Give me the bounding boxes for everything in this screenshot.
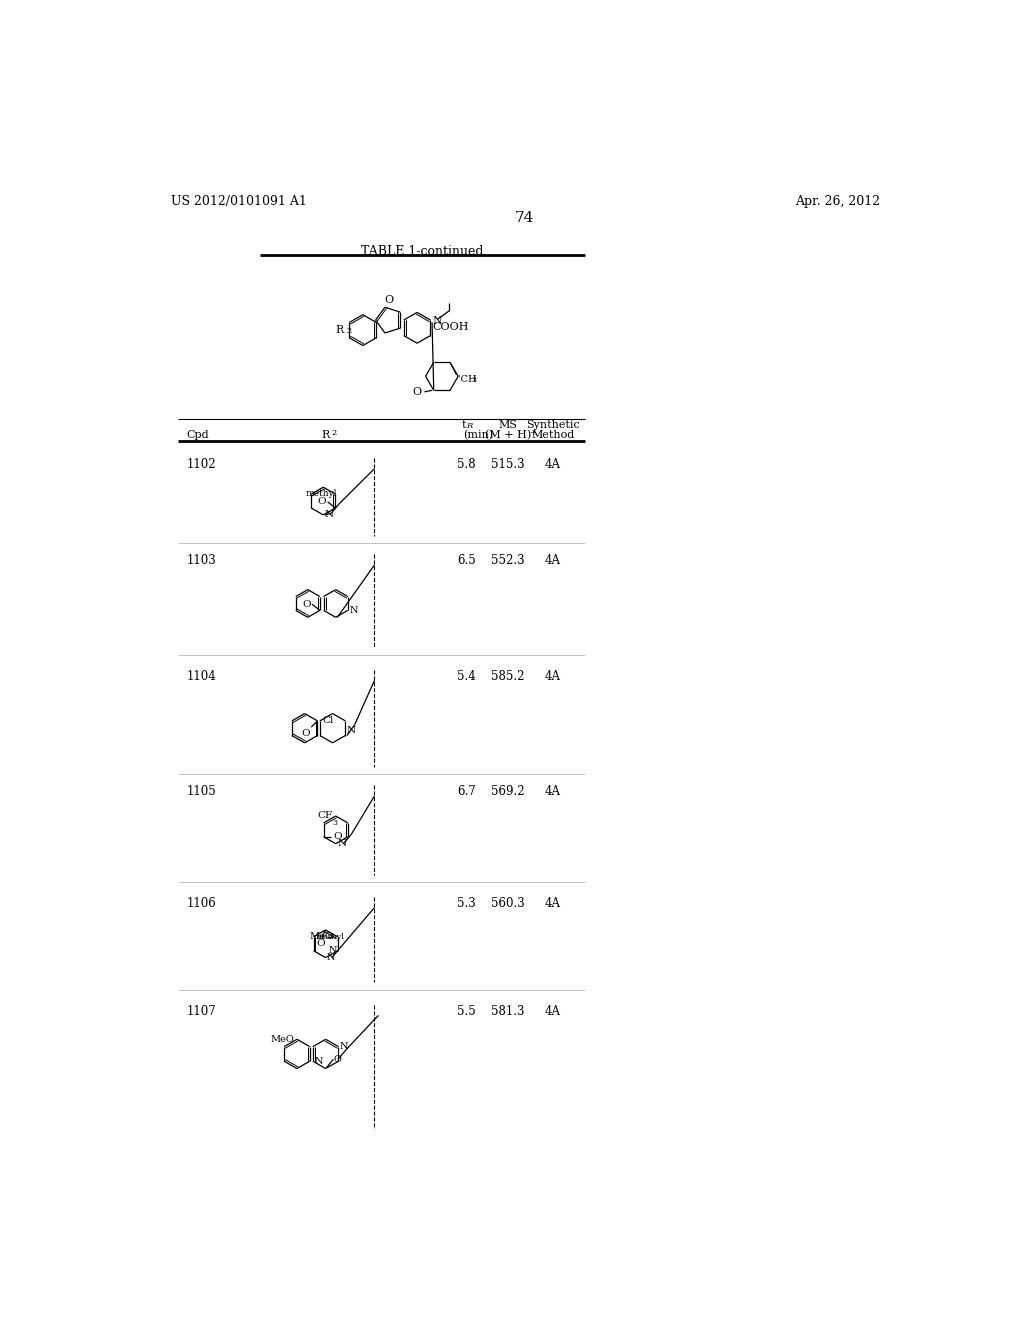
Text: 4A: 4A: [545, 896, 561, 909]
Text: 4A: 4A: [545, 1005, 561, 1018]
Text: Synthetic: Synthetic: [526, 420, 580, 430]
Text: N: N: [346, 726, 355, 735]
Text: N: N: [339, 1041, 348, 1051]
Text: 5.4: 5.4: [458, 669, 476, 682]
Text: N: N: [329, 946, 337, 956]
Text: 74: 74: [515, 211, 535, 224]
Text: 6.7: 6.7: [458, 785, 476, 799]
Text: 4A: 4A: [545, 458, 561, 471]
Text: 3: 3: [472, 376, 477, 384]
Text: 2: 2: [346, 327, 351, 335]
Text: 2: 2: [331, 429, 336, 437]
Text: 515.3: 515.3: [490, 458, 524, 471]
Text: O: O: [302, 599, 310, 609]
Text: CF: CF: [317, 812, 333, 821]
Text: R: R: [335, 325, 343, 335]
Text: 1103: 1103: [186, 554, 216, 568]
Text: (min): (min): [464, 430, 494, 441]
Text: 581.3: 581.3: [490, 1005, 524, 1018]
Text: MeO: MeO: [309, 932, 333, 941]
Text: O: O: [413, 387, 421, 397]
Text: COOH: COOH: [432, 322, 469, 331]
Text: 6.5: 6.5: [458, 554, 476, 568]
Text: Method: Method: [531, 430, 574, 440]
Text: MS: MS: [499, 420, 517, 430]
Text: N: N: [349, 606, 357, 615]
Text: O: O: [333, 833, 342, 841]
Text: 569.2: 569.2: [490, 785, 524, 799]
Text: Apr. 26, 2012: Apr. 26, 2012: [795, 195, 880, 209]
Text: 1106: 1106: [186, 896, 216, 909]
Text: N: N: [314, 1057, 323, 1065]
Text: 4A: 4A: [545, 554, 561, 568]
Text: MeO: MeO: [270, 1035, 294, 1044]
Text: 552.3: 552.3: [490, 554, 524, 568]
Text: 5.5: 5.5: [458, 1005, 476, 1018]
Text: N: N: [327, 953, 335, 962]
Text: N: N: [325, 511, 334, 519]
Text: Cl: Cl: [323, 717, 334, 726]
Text: 5.3: 5.3: [458, 896, 476, 909]
Text: (M + H): (M + H): [484, 430, 530, 441]
Text: Cpd: Cpd: [186, 430, 209, 440]
Text: O: O: [334, 1055, 341, 1064]
Text: 1102: 1102: [186, 458, 216, 471]
Text: 1107: 1107: [186, 1005, 216, 1018]
Text: t: t: [461, 420, 466, 430]
Text: "CH: "CH: [457, 375, 477, 384]
Text: O: O: [301, 729, 309, 738]
Text: US 2012/0101091 A1: US 2012/0101091 A1: [171, 195, 306, 209]
Text: TABLE 1-continued: TABLE 1-continued: [361, 244, 483, 257]
Text: O: O: [317, 498, 326, 507]
Text: 4A: 4A: [545, 785, 561, 799]
Text: N: N: [337, 840, 346, 849]
Text: 1104: 1104: [186, 669, 216, 682]
Text: R: R: [466, 422, 472, 430]
Text: 585.2: 585.2: [490, 669, 524, 682]
Text: 3: 3: [333, 818, 338, 828]
Text: N: N: [433, 315, 442, 326]
Text: O: O: [385, 294, 394, 305]
Text: 560.3: 560.3: [490, 896, 524, 909]
Text: 1105: 1105: [186, 785, 216, 799]
Text: methyl: methyl: [315, 933, 345, 941]
Text: methyl: methyl: [306, 490, 338, 499]
Text: +: +: [529, 429, 537, 437]
Text: R: R: [322, 430, 330, 440]
Text: 5.8: 5.8: [458, 458, 476, 471]
Text: 4A: 4A: [545, 669, 561, 682]
Text: O: O: [316, 940, 326, 948]
